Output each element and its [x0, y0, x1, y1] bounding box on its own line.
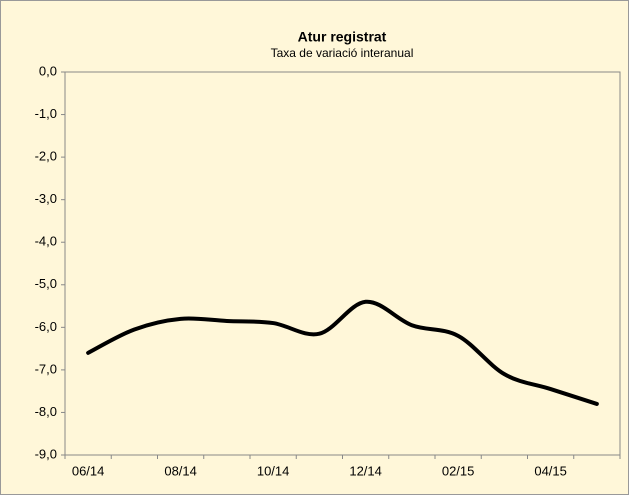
y-tick-label: -3,0 [35, 191, 57, 206]
x-tick-label: 06/14 [72, 463, 105, 478]
y-tick-label: -8,0 [35, 404, 57, 419]
chart-title: Atur registrat [298, 29, 387, 45]
y-tick-label: -1,0 [35, 106, 57, 121]
plot-area [64, 71, 621, 456]
x-tick-label: 12/14 [349, 463, 382, 478]
y-tick-label: -7,0 [35, 361, 57, 376]
y-tick-label: 0,0 [39, 63, 57, 78]
x-tick-label: 10/14 [257, 463, 290, 478]
x-tick-label: 02/15 [442, 463, 475, 478]
y-tick-label: -5,0 [35, 276, 57, 291]
series-line [86, 299, 599, 406]
y-tick-label: -6,0 [35, 319, 57, 334]
y-tick-label: -9,0 [35, 446, 57, 461]
chart-subtitle: Taxa de variació interanual [271, 46, 414, 60]
x-tick-label: 08/14 [164, 463, 197, 478]
y-tick-label: -4,0 [35, 234, 57, 249]
x-tick-label: 04/15 [534, 463, 567, 478]
y-tick-label: -2,0 [35, 149, 57, 164]
